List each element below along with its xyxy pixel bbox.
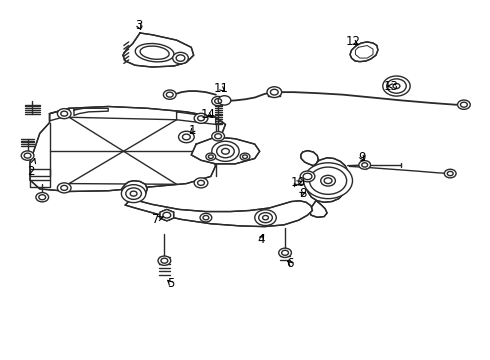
Circle shape [279,248,292,257]
Circle shape [21,151,34,160]
Circle shape [212,141,239,161]
Circle shape [263,216,269,220]
Circle shape [160,210,173,220]
Ellipse shape [135,44,174,62]
Text: 1: 1 [189,124,196,137]
Polygon shape [122,181,313,226]
Text: 8: 8 [299,187,306,200]
Polygon shape [123,33,194,67]
Circle shape [393,84,400,89]
Circle shape [172,52,188,64]
Circle shape [57,109,71,119]
Circle shape [194,113,208,123]
Circle shape [255,210,276,226]
Circle shape [130,191,137,196]
Circle shape [194,178,208,188]
Text: 12: 12 [346,35,361,49]
Polygon shape [310,201,327,217]
Circle shape [57,183,71,193]
Text: 9: 9 [359,151,366,164]
Circle shape [163,90,176,99]
Circle shape [444,169,456,178]
Text: 4: 4 [257,233,265,246]
Polygon shape [30,107,225,192]
Text: 10: 10 [291,176,305,189]
Polygon shape [160,210,173,221]
Text: 3: 3 [135,19,143,32]
Text: 13: 13 [384,80,399,93]
Circle shape [458,100,470,109]
Circle shape [240,153,250,160]
Circle shape [267,87,282,98]
Circle shape [218,96,231,105]
Circle shape [200,213,212,222]
Circle shape [212,96,224,106]
Text: 2: 2 [27,159,36,177]
Polygon shape [301,150,318,166]
Circle shape [158,256,171,265]
Text: 5: 5 [167,277,174,290]
Circle shape [178,131,194,143]
Ellipse shape [383,76,410,96]
Circle shape [321,175,335,186]
Polygon shape [191,137,260,164]
Text: 14: 14 [201,108,216,121]
Circle shape [300,171,315,182]
Circle shape [122,185,146,203]
Polygon shape [350,42,378,62]
Text: 11: 11 [214,82,229,95]
Polygon shape [306,158,349,202]
Text: 6: 6 [286,257,294,270]
Text: 7: 7 [152,213,163,226]
Circle shape [304,163,352,199]
Circle shape [206,153,216,160]
Circle shape [359,161,370,169]
Circle shape [212,132,224,141]
Circle shape [36,193,49,202]
